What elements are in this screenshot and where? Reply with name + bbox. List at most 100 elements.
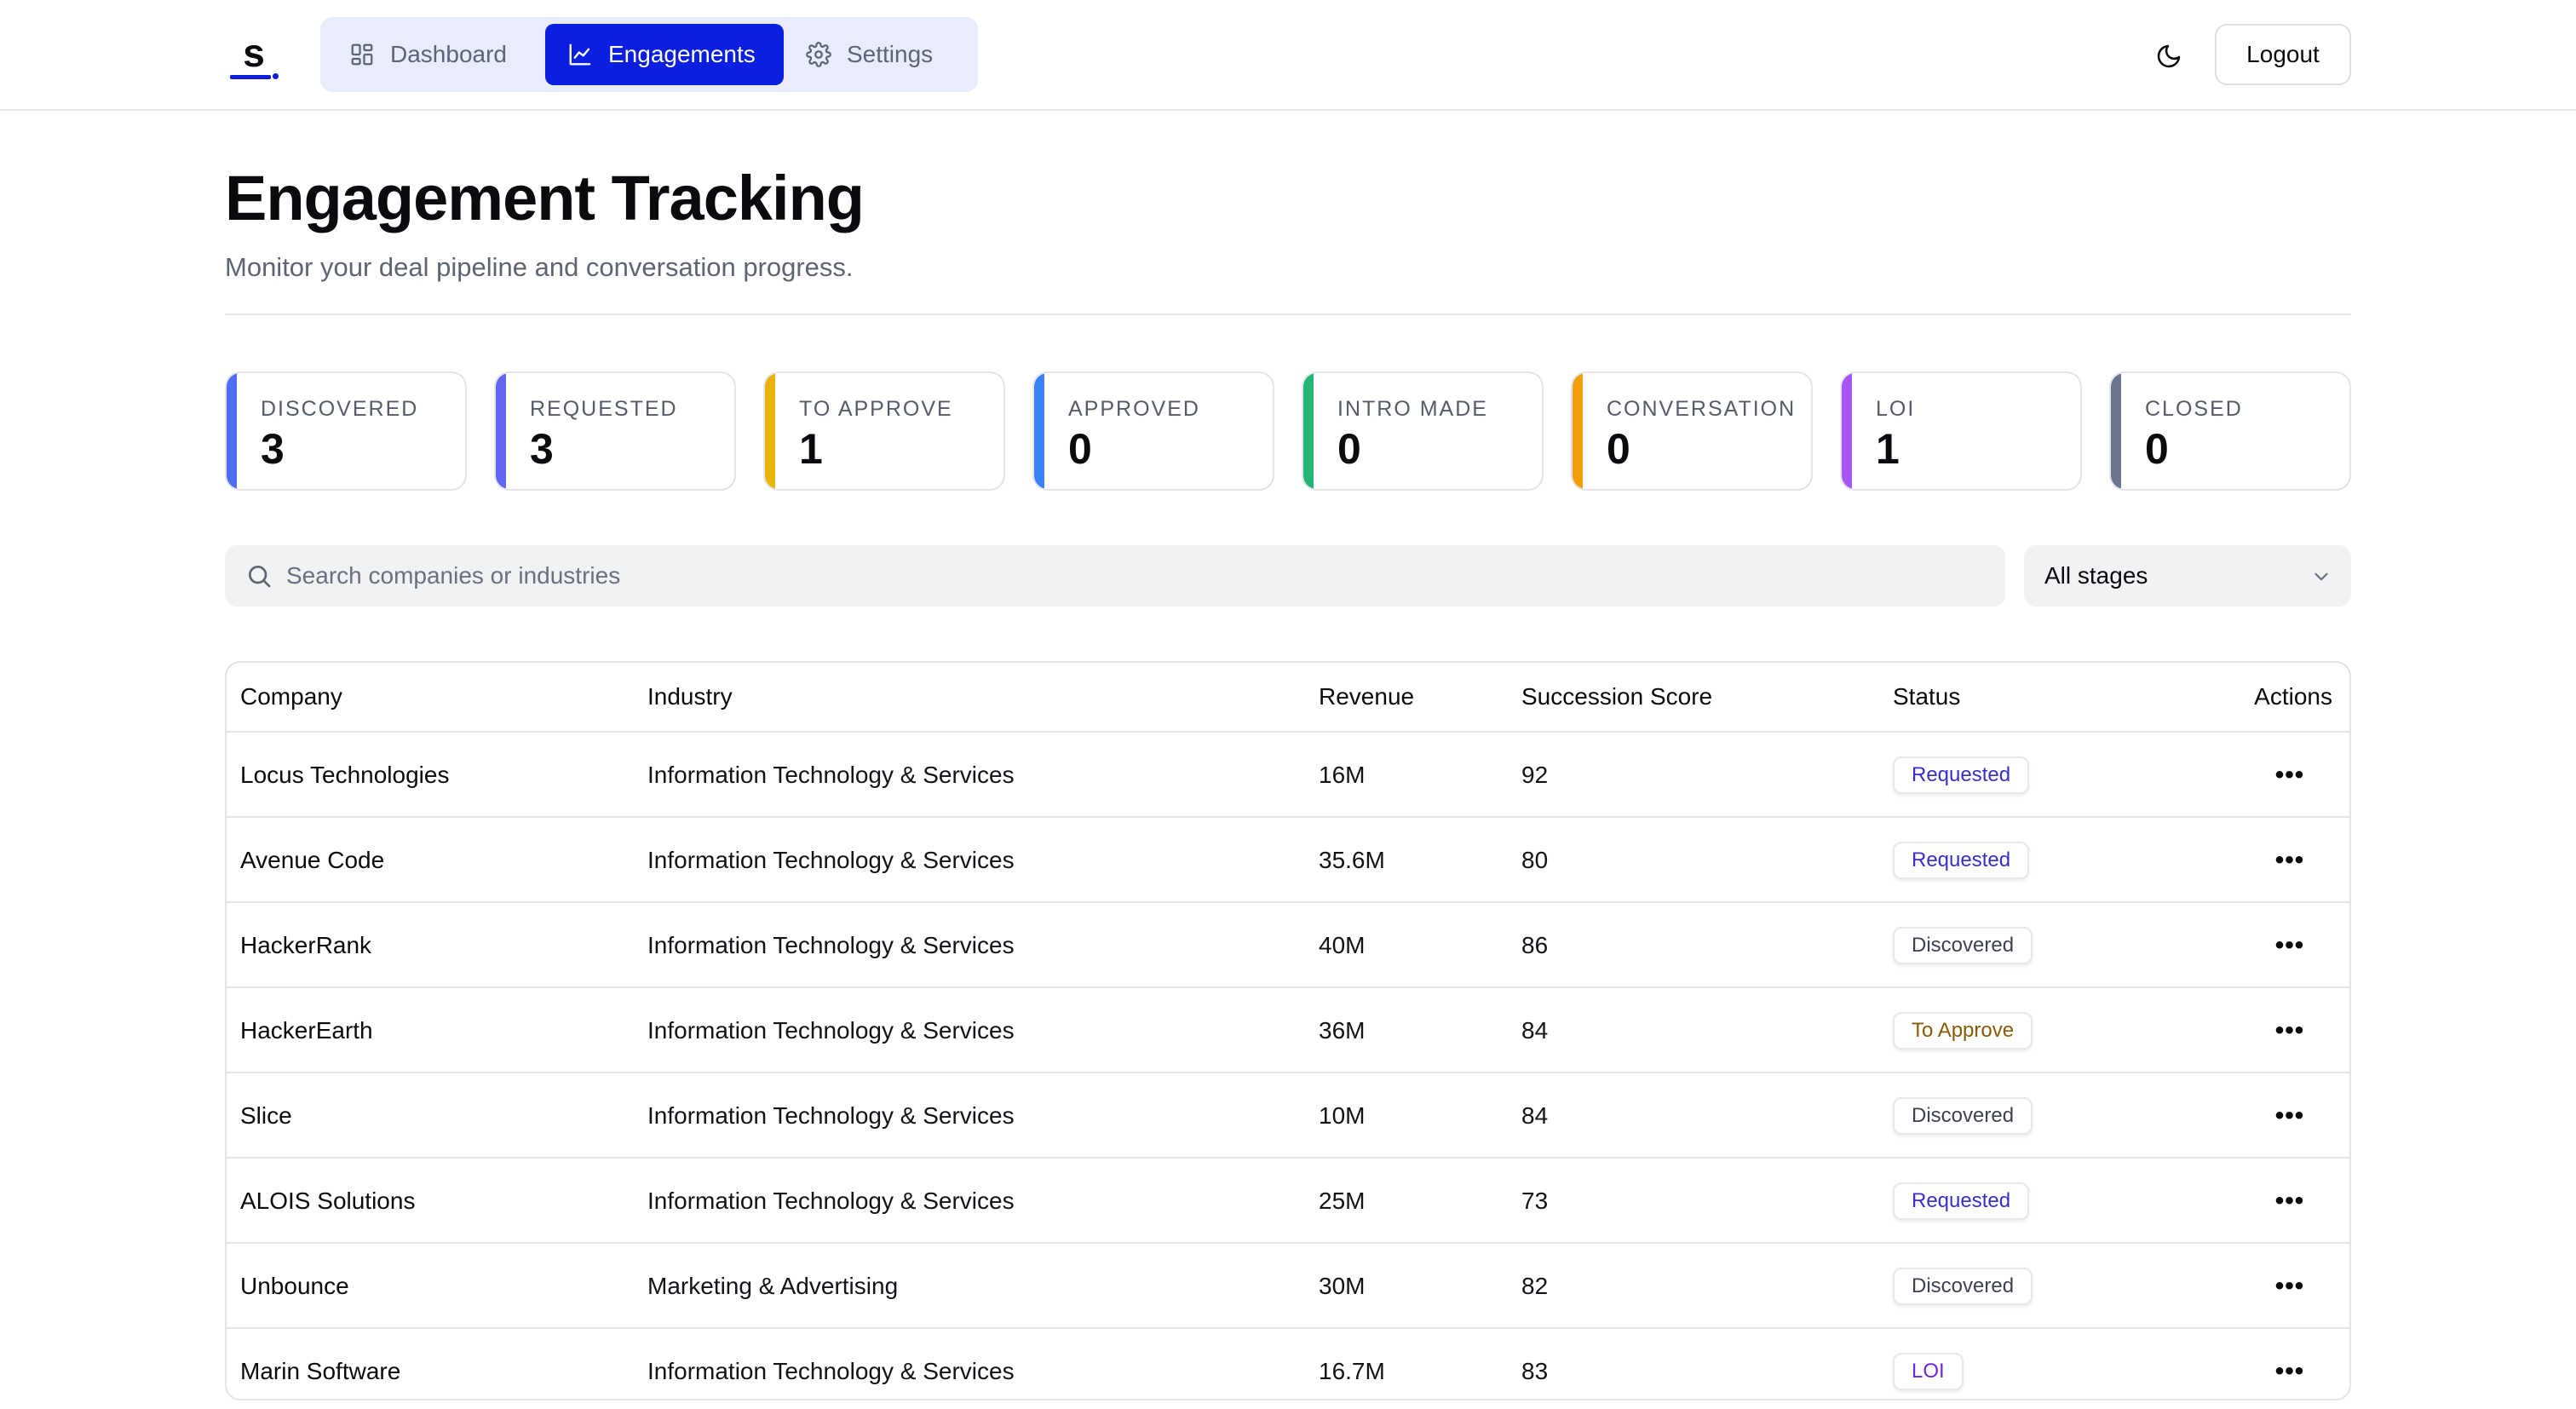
actions-cell: ••• bbox=[2169, 820, 2332, 901]
table-row[interactable]: Avenue Code Information Technology & Ser… bbox=[227, 820, 2349, 903]
stage-label: TO APPROVE bbox=[799, 397, 953, 421]
main-nav: Dashboard Engagements Settings bbox=[320, 17, 978, 92]
status-badge: Discovered bbox=[1893, 927, 2033, 964]
stage-card-to-approve[interactable]: TO APPROVE 1 bbox=[763, 371, 1005, 491]
chart-line-icon bbox=[569, 43, 591, 66]
revenue: 25M bbox=[1319, 1188, 1366, 1214]
logout-button[interactable]: Logout bbox=[2215, 24, 2351, 85]
header-divider bbox=[225, 313, 2351, 315]
column-header-company[interactable]: Company bbox=[240, 683, 342, 710]
industry: Information Technology & Services bbox=[647, 1102, 1015, 1129]
theme-toggle-button[interactable] bbox=[2147, 34, 2191, 78]
more-horizontal-icon[interactable]: ••• bbox=[2274, 1016, 2305, 1044]
nav-item-label: Settings bbox=[847, 41, 934, 67]
stage-count: 1 bbox=[799, 425, 823, 473]
brand-logo[interactable]: s bbox=[230, 31, 279, 80]
column-header-revenue[interactable]: Revenue bbox=[1319, 683, 1415, 710]
table-header-row: Company Industry Revenue Succession Scor… bbox=[227, 663, 2349, 733]
stage-label: CLOSED bbox=[2145, 397, 2243, 421]
nav-item-engagements[interactable]: Engagements bbox=[545, 24, 784, 85]
company-name: Locus Technologies bbox=[240, 762, 450, 788]
industry: Information Technology & Services bbox=[647, 1358, 1015, 1384]
succession-score: 84 bbox=[1521, 1017, 1549, 1044]
stage-card-intro-made[interactable]: INTRO MADE 0 bbox=[1302, 371, 1544, 491]
stage-filter-value: All stages bbox=[2044, 562, 2148, 589]
stage-card-approved[interactable]: APPROVED 0 bbox=[1032, 371, 1274, 491]
nav-item-label: Engagements bbox=[608, 41, 756, 67]
column-header-status[interactable]: Status bbox=[1893, 683, 1961, 710]
industry: Information Technology & Services bbox=[647, 932, 1015, 958]
search-bar bbox=[225, 545, 2005, 607]
engagements-table: Company Industry Revenue Succession Scor… bbox=[225, 661, 2351, 1400]
succession-score: 84 bbox=[1521, 1102, 1549, 1129]
page-title: Engagement Tracking bbox=[225, 163, 865, 233]
more-horizontal-icon[interactable]: ••• bbox=[2274, 761, 2305, 789]
industry: Information Technology & Services bbox=[647, 1188, 1015, 1214]
more-horizontal-icon[interactable]: ••• bbox=[2274, 1187, 2305, 1215]
succession-score: 83 bbox=[1521, 1358, 1549, 1384]
status-cell: Discovered bbox=[1893, 905, 2148, 986]
industry: Information Technology & Services bbox=[647, 847, 1015, 873]
table-row[interactable]: Locus Technologies Information Technolog… bbox=[227, 734, 2349, 818]
industry: Information Technology & Services bbox=[647, 762, 1015, 788]
revenue: 36M bbox=[1319, 1017, 1366, 1044]
table-row[interactable]: ALOIS Solutions Information Technology &… bbox=[227, 1160, 2349, 1244]
stage-color-stripe bbox=[1034, 373, 1044, 489]
more-horizontal-icon[interactable]: ••• bbox=[2274, 1101, 2305, 1130]
stage-summary-cards: DISCOVERED 3 REQUESTED 3 TO APPROVE 1 AP… bbox=[225, 371, 2351, 491]
revenue: 16.7M bbox=[1319, 1358, 1385, 1384]
company-name: Marin Software bbox=[240, 1358, 401, 1384]
stage-card-loi[interactable]: LOI 1 bbox=[1840, 371, 2082, 491]
more-horizontal-icon[interactable]: ••• bbox=[2274, 1357, 2305, 1385]
column-header-industry[interactable]: Industry bbox=[647, 683, 733, 710]
stage-count: 1 bbox=[1876, 425, 1900, 473]
actions-cell: ••• bbox=[2169, 990, 2332, 1072]
status-cell: Discovered bbox=[1893, 1245, 2148, 1327]
succession-score: 80 bbox=[1521, 847, 1549, 873]
table-row[interactable]: Slice Information Technology & Services … bbox=[227, 1075, 2349, 1159]
more-horizontal-icon[interactable]: ••• bbox=[2274, 1272, 2305, 1300]
table-row[interactable]: HackerRank Information Technology & Serv… bbox=[227, 905, 2349, 988]
column-header-succession-score[interactable]: Succession Score bbox=[1521, 683, 1713, 710]
industry: Marketing & Advertising bbox=[647, 1273, 899, 1299]
stage-label: INTRO MADE bbox=[1337, 397, 1488, 421]
status-cell: Requested bbox=[1893, 734, 2148, 816]
table-row[interactable]: Marin Software Information Technology & … bbox=[227, 1331, 2349, 1399]
nav-item-dashboard[interactable]: Dashboard bbox=[327, 24, 552, 85]
stage-color-stripe bbox=[227, 373, 237, 489]
more-horizontal-icon[interactable]: ••• bbox=[2274, 931, 2305, 959]
company-name: HackerRank bbox=[240, 932, 372, 958]
stage-count: 0 bbox=[1607, 425, 1630, 473]
status-badge: Requested bbox=[1893, 1182, 2030, 1220]
company-name: Avenue Code bbox=[240, 847, 385, 873]
more-horizontal-icon[interactable]: ••• bbox=[2274, 846, 2305, 874]
industry: Information Technology & Services bbox=[647, 1017, 1015, 1044]
table-row[interactable]: Unbounce Marketing & Advertising 30M 82 … bbox=[227, 1245, 2349, 1329]
revenue: 10M bbox=[1319, 1102, 1366, 1129]
actions-cell: ••• bbox=[2169, 1075, 2332, 1157]
status-cell: Discovered bbox=[1893, 1075, 2148, 1157]
status-badge: Requested bbox=[1893, 842, 2030, 879]
table-row[interactable]: HackerEarth Information Technology & Ser… bbox=[227, 990, 2349, 1073]
succession-score: 82 bbox=[1521, 1273, 1549, 1299]
succession-score: 92 bbox=[1521, 762, 1549, 788]
actions-cell: ••• bbox=[2169, 1160, 2332, 1242]
status-cell: Requested bbox=[1893, 820, 2148, 901]
status-badge: Discovered bbox=[1893, 1268, 2033, 1305]
nav-item-settings[interactable]: Settings bbox=[784, 24, 978, 85]
actions-cell: ••• bbox=[2169, 1331, 2332, 1399]
stage-card-requested[interactable]: REQUESTED 3 bbox=[494, 371, 736, 491]
status-badge: Requested bbox=[1893, 756, 2030, 794]
stage-color-stripe bbox=[496, 373, 506, 489]
stage-count: 3 bbox=[530, 425, 554, 473]
column-header-actions: Actions bbox=[2254, 683, 2332, 710]
stage-label: DISCOVERED bbox=[261, 397, 419, 421]
stage-card-discovered[interactable]: DISCOVERED 3 bbox=[225, 371, 467, 491]
chevron-down-icon bbox=[2314, 572, 2328, 581]
stage-filter-select[interactable]: All stages bbox=[2024, 545, 2351, 607]
stage-card-conversation[interactable]: CONVERSATION 0 bbox=[1571, 371, 1813, 491]
search-input[interactable] bbox=[286, 545, 1990, 607]
revenue: 30M bbox=[1319, 1273, 1366, 1299]
stage-label: CONVERSATION bbox=[1607, 397, 1797, 421]
stage-card-closed[interactable]: CLOSED 0 bbox=[2109, 371, 2351, 491]
